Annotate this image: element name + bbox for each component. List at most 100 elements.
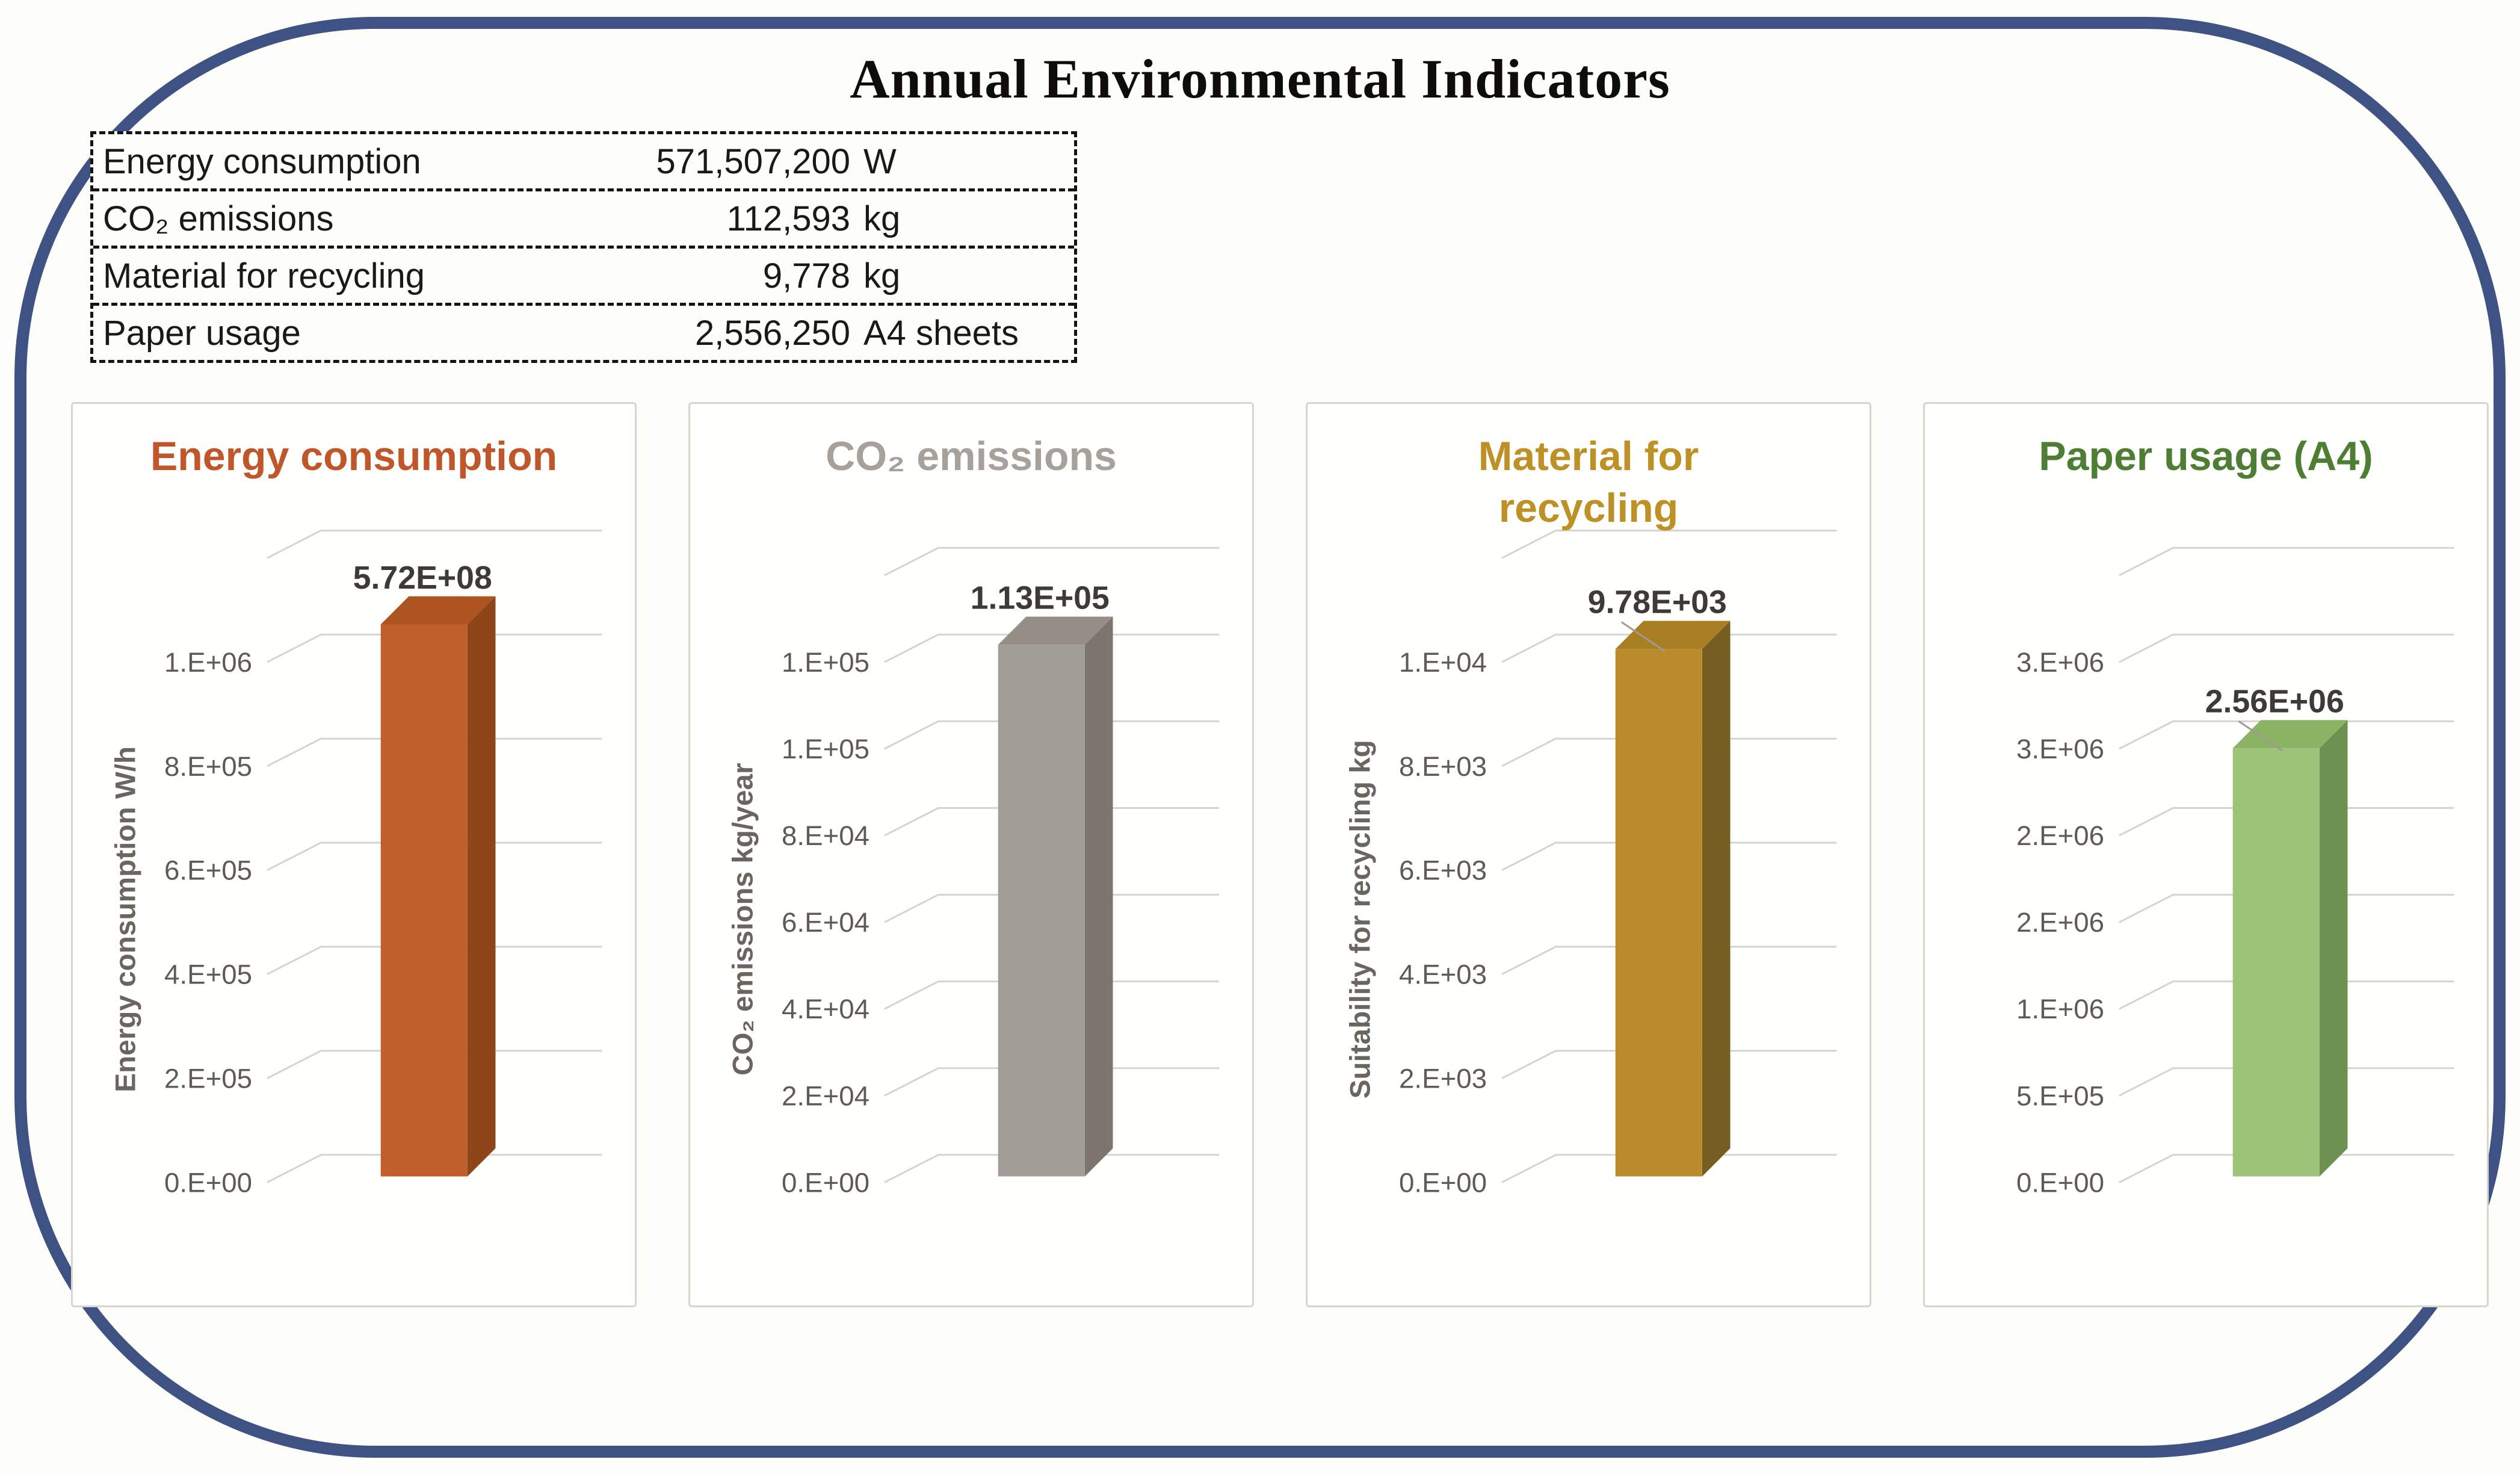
gridline — [1501, 1050, 1837, 1079]
chart-plot: 1.E+06 8.E+05 6.E+05 4.E+05 2.E+05 0.E+00 Ener… — [110, 529, 602, 1198]
leader-line — [2238, 720, 2284, 752]
y-axis-title: CO₂ emissions kg/year — [727, 763, 759, 1076]
gridline — [2119, 807, 2454, 837]
table-row: Energy consumption 571,507,200 W — [93, 134, 1074, 188]
gridline — [2119, 894, 2454, 923]
bar-side-face — [2319, 720, 2348, 1177]
axis-tick-label: 2.E+06 — [2016, 907, 2104, 938]
gridlines — [2119, 547, 2454, 1183]
chart-panel-material-for-recycling: 1.E+04 8.E+03 6.E+03 4.E+03 2.E+03 0.E+00 Suit… — [1306, 402, 1871, 1307]
value-label: 2.56E+06 — [2205, 684, 2344, 720]
row-unit: kg — [863, 256, 901, 296]
axis-tick-label: 6.E+04 — [782, 907, 869, 938]
bar-top-face — [2232, 720, 2348, 749]
row-value: 9,778 — [762, 256, 850, 296]
rounded-border-frame — [14, 17, 2506, 1458]
gridline — [884, 720, 1220, 750]
axis-tick-label: 1.E+06 — [2016, 994, 2104, 1024]
gridline — [884, 547, 1220, 577]
bar-side-face — [1702, 621, 1731, 1177]
axis-tick-label: 1.E+04 — [1399, 647, 1487, 678]
gridline — [2119, 547, 2454, 577]
bar-front-face — [2232, 748, 2320, 1177]
bar-top-face — [380, 596, 496, 625]
bar-3d — [380, 596, 496, 1177]
gridline — [1501, 841, 1837, 872]
gridlines — [267, 529, 602, 1183]
value-label: 9.78E+03 — [1588, 584, 1727, 621]
gridline — [267, 737, 602, 767]
gridline — [267, 946, 602, 976]
chart-plot: 3.E+06 3.E+06 2.E+06 2.E+06 1.E+06 5.E+05 0.E+… — [2016, 547, 2454, 1198]
gridline — [1501, 1154, 1837, 1183]
chart-title: Energy consumption — [73, 430, 635, 482]
chart-title-line: CO₂ emissions — [826, 433, 1117, 479]
bar-side-face — [1084, 616, 1113, 1177]
axis-tick-label: 0.E+00 — [164, 1167, 252, 1198]
chart-panel-energy-consumption: 1.E+06 8.E+05 6.E+05 4.E+05 2.E+05 0.E+00 Ener… — [71, 402, 637, 1307]
gridline — [884, 980, 1220, 1010]
chart-title-line: Paper usage (A4) — [2039, 433, 2373, 479]
bar-3d — [998, 616, 1113, 1177]
axis-tick-label: 3.E+06 — [2016, 647, 2104, 678]
gridline — [884, 1154, 1220, 1183]
gridlines — [1501, 529, 1837, 1183]
row-label: Paper usage — [103, 313, 301, 353]
row-value: 571,507,200 — [656, 141, 850, 181]
axis-tick-label: 4.E+05 — [164, 959, 252, 990]
bar-top-face — [998, 616, 1113, 645]
chart-panel-paper-usage: 3.E+06 3.E+06 2.E+06 2.E+06 1.E+06 5.E+05 0.E+… — [1923, 402, 2489, 1307]
gridline — [267, 1154, 602, 1183]
gridline — [1501, 946, 1837, 976]
axis-tick-label: 8.E+05 — [164, 751, 252, 782]
gridline — [267, 841, 602, 872]
gridline — [884, 894, 1220, 923]
axis-tick-label: 1.E+06 — [164, 647, 252, 678]
y-axis-title: Suitability for recycling kg — [1344, 740, 1376, 1098]
chart-title-line: recycling — [1498, 485, 1679, 531]
row-value: 112,593 — [726, 199, 850, 238]
chart-title: CO₂ emissions — [690, 430, 1252, 482]
gridline — [2119, 980, 2454, 1010]
bar-front-face — [380, 624, 468, 1177]
axis-tick-label: 3.E+06 — [2016, 734, 2104, 764]
bar-top-face — [1615, 621, 1731, 649]
page-title: Annual Environmental Indicators — [850, 48, 1670, 110]
axis-tick-label: 1.E+05 — [782, 734, 869, 764]
summary-table: Energy consumption 571,507,200 W CO₂ emissi… — [90, 131, 1077, 363]
gridline — [1501, 633, 1837, 663]
row-unit: A4 sheets — [863, 313, 1019, 353]
chart-title-line: Energy consumption — [150, 433, 558, 479]
axis-tick-label: 2.E+06 — [2016, 820, 2104, 851]
axis-tick-label: 4.E+03 — [1399, 959, 1487, 990]
gridline — [884, 807, 1220, 837]
gridline — [1501, 529, 1837, 559]
axis-tick-label: 5.E+05 — [2016, 1080, 2104, 1111]
chart-panel-co2-emissions: 1.E+05 1.E+05 8.E+04 6.E+04 4.E+04 2.E+04 0.E+… — [688, 402, 1254, 1307]
gridline — [2119, 1067, 2454, 1097]
row-value: 2,556,250 — [694, 313, 850, 353]
axis-tick-label: 0.E+00 — [2016, 1167, 2104, 1198]
chart-title-line: Material for — [1478, 433, 1699, 479]
chart-plot: 1.E+04 8.E+03 6.E+03 4.E+03 2.E+03 0.E+00 Suit… — [1344, 529, 1837, 1198]
bar-front-face — [1615, 649, 1702, 1177]
axis-tick-label: 2.E+05 — [164, 1064, 252, 1094]
axis-tick-label: 8.E+03 — [1399, 751, 1487, 782]
gridlines — [884, 547, 1220, 1183]
row-unit: W — [863, 141, 897, 181]
bar-3d — [1615, 621, 1731, 1177]
gridline — [1501, 737, 1837, 767]
gridline — [884, 633, 1220, 663]
leader-line — [1620, 621, 1666, 652]
table-row: Material for recycling 9,778 kg — [93, 246, 1074, 303]
axis-tick-label: 0.E+00 — [782, 1167, 869, 1198]
charts-row: 1.E+06 8.E+05 6.E+05 4.E+05 2.E+05 0.E+00 Ener… — [0, 402, 2520, 1307]
axis-tick-label: 2.E+04 — [782, 1080, 869, 1111]
gridline — [2119, 720, 2454, 750]
axis-tick-label: 8.E+04 — [782, 820, 869, 851]
row-label: Energy consumption — [103, 141, 421, 181]
y-axis-title: Energy consumption W/h — [110, 746, 141, 1092]
table-row: Paper usage 2,556,250 A4 sheets — [93, 303, 1074, 360]
gridline — [2119, 1154, 2454, 1183]
